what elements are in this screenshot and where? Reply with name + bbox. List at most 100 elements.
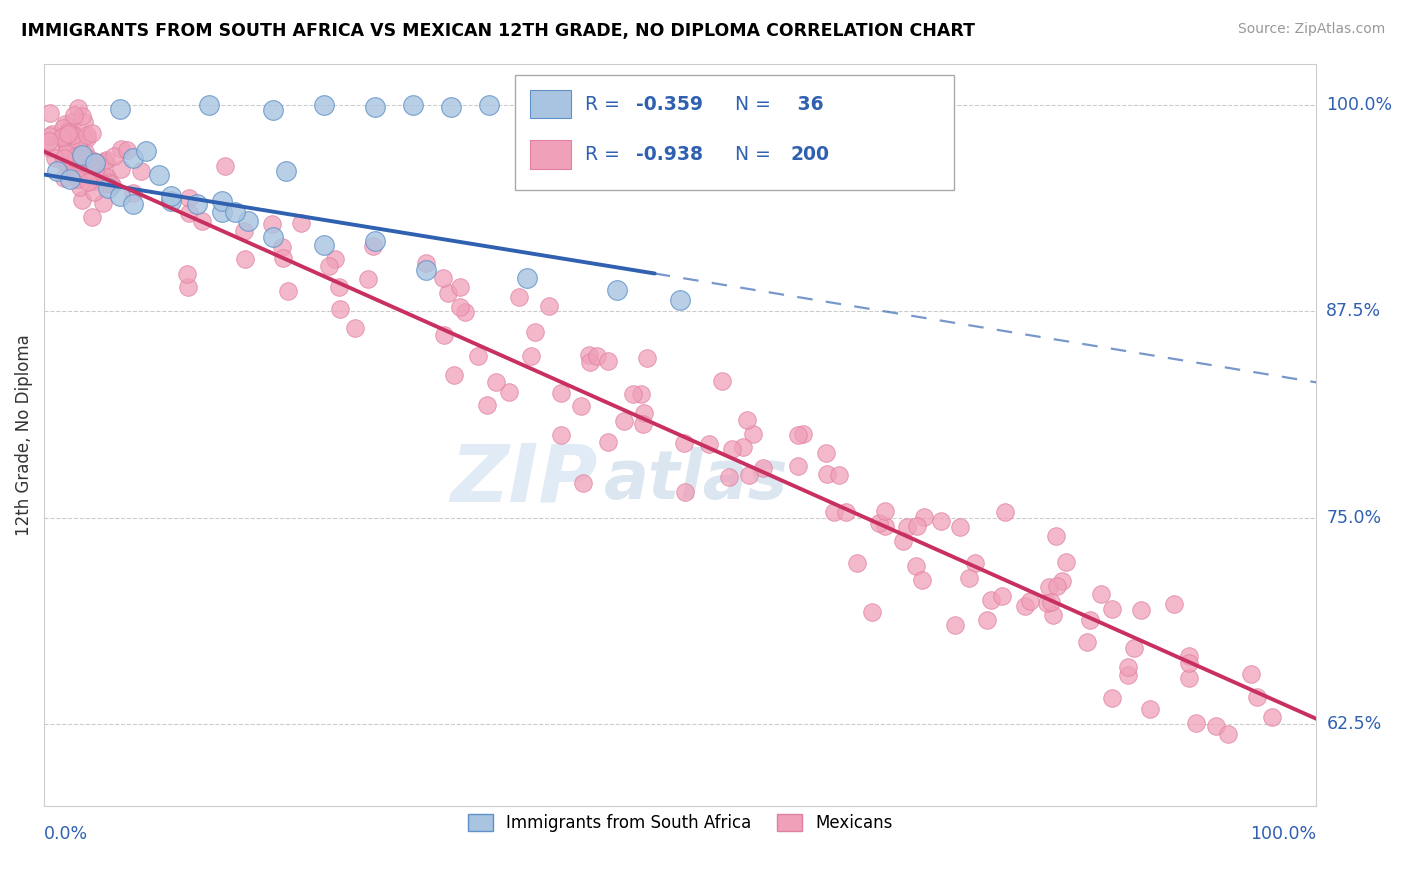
Point: [516, 271, 538, 285]
Point: [910, 573, 932, 587]
Point: [1054, 555, 1077, 569]
Point: [73, 161, 96, 176]
Point: [129, 163, 152, 178]
Point: [58, 124, 80, 138]
Point: [211, 194, 233, 208]
Point: [443, 368, 465, 382]
Point: [873, 519, 896, 533]
Point: [945, 618, 967, 632]
Point: [717, 470, 740, 484]
Point: [860, 605, 883, 619]
Point: [1139, 702, 1161, 716]
Point: [79, 155, 101, 169]
Point: [77, 175, 100, 189]
Point: [508, 290, 530, 304]
Point: [636, 351, 658, 366]
Point: [323, 252, 346, 266]
Point: [53, 117, 76, 131]
Text: N =: N =: [735, 95, 776, 113]
Point: [186, 197, 208, 211]
Point: [84, 174, 107, 188]
Point: [733, 440, 755, 454]
Point: [76, 128, 98, 142]
Point: [737, 468, 759, 483]
Point: [63, 168, 86, 182]
Point: [1216, 727, 1239, 741]
Point: [290, 216, 312, 230]
Point: [52, 154, 75, 169]
Point: [596, 435, 619, 450]
Text: 0.0%: 0.0%: [44, 825, 89, 843]
Point: [66, 172, 89, 186]
Point: [56, 149, 79, 163]
Point: [1163, 597, 1185, 611]
Point: [498, 385, 520, 400]
Point: [598, 353, 620, 368]
Point: [67, 157, 90, 171]
Point: [815, 467, 838, 481]
Point: [572, 476, 595, 491]
Point: [60, 115, 83, 129]
Point: [1205, 719, 1227, 733]
Point: [101, 178, 124, 193]
Point: [1036, 596, 1059, 610]
Point: [110, 142, 132, 156]
Point: [67, 101, 90, 115]
Point: [828, 468, 851, 483]
Point: [361, 238, 384, 252]
Point: [100, 177, 122, 191]
Point: [721, 442, 744, 456]
Point: [440, 100, 463, 114]
Point: [980, 592, 1002, 607]
Point: [160, 194, 183, 208]
Point: [260, 217, 283, 231]
Point: [815, 445, 838, 459]
Point: [93, 196, 115, 211]
Point: [224, 205, 246, 219]
Point: [233, 224, 256, 238]
Point: [835, 505, 858, 519]
Point: [1185, 715, 1208, 730]
Point: [1039, 594, 1062, 608]
Point: [122, 197, 145, 211]
Point: [56, 128, 79, 143]
Text: 75.0%: 75.0%: [1326, 508, 1382, 526]
Point: [312, 98, 335, 112]
Point: [538, 299, 561, 313]
Point: [432, 271, 454, 285]
Point: [52, 121, 75, 136]
Point: [76, 151, 98, 165]
Point: [62, 128, 84, 142]
Point: [94, 177, 117, 191]
Point: [122, 186, 145, 200]
Point: [236, 213, 259, 227]
Point: [613, 414, 636, 428]
Bar: [530, 141, 571, 169]
Point: [631, 417, 654, 431]
Point: [76, 131, 98, 145]
Point: [621, 387, 644, 401]
Point: [1178, 671, 1201, 685]
Point: [1019, 593, 1042, 607]
Point: [697, 437, 720, 451]
Point: [62, 157, 84, 171]
Point: [449, 300, 471, 314]
Point: [1118, 667, 1140, 681]
Point: [673, 485, 696, 500]
Point: [66, 137, 89, 152]
Point: [69, 150, 91, 164]
Point: [70, 110, 93, 124]
Point: [578, 348, 600, 362]
Point: [550, 385, 572, 400]
Point: [56, 159, 79, 173]
Point: [1050, 574, 1073, 588]
Point: [1178, 649, 1201, 664]
Point: [82, 169, 104, 184]
Point: [672, 436, 695, 450]
Point: [1046, 579, 1069, 593]
Point: [912, 510, 935, 524]
Point: [741, 426, 763, 441]
Point: [869, 516, 891, 531]
Point: [65, 149, 87, 163]
Point: [94, 153, 117, 168]
